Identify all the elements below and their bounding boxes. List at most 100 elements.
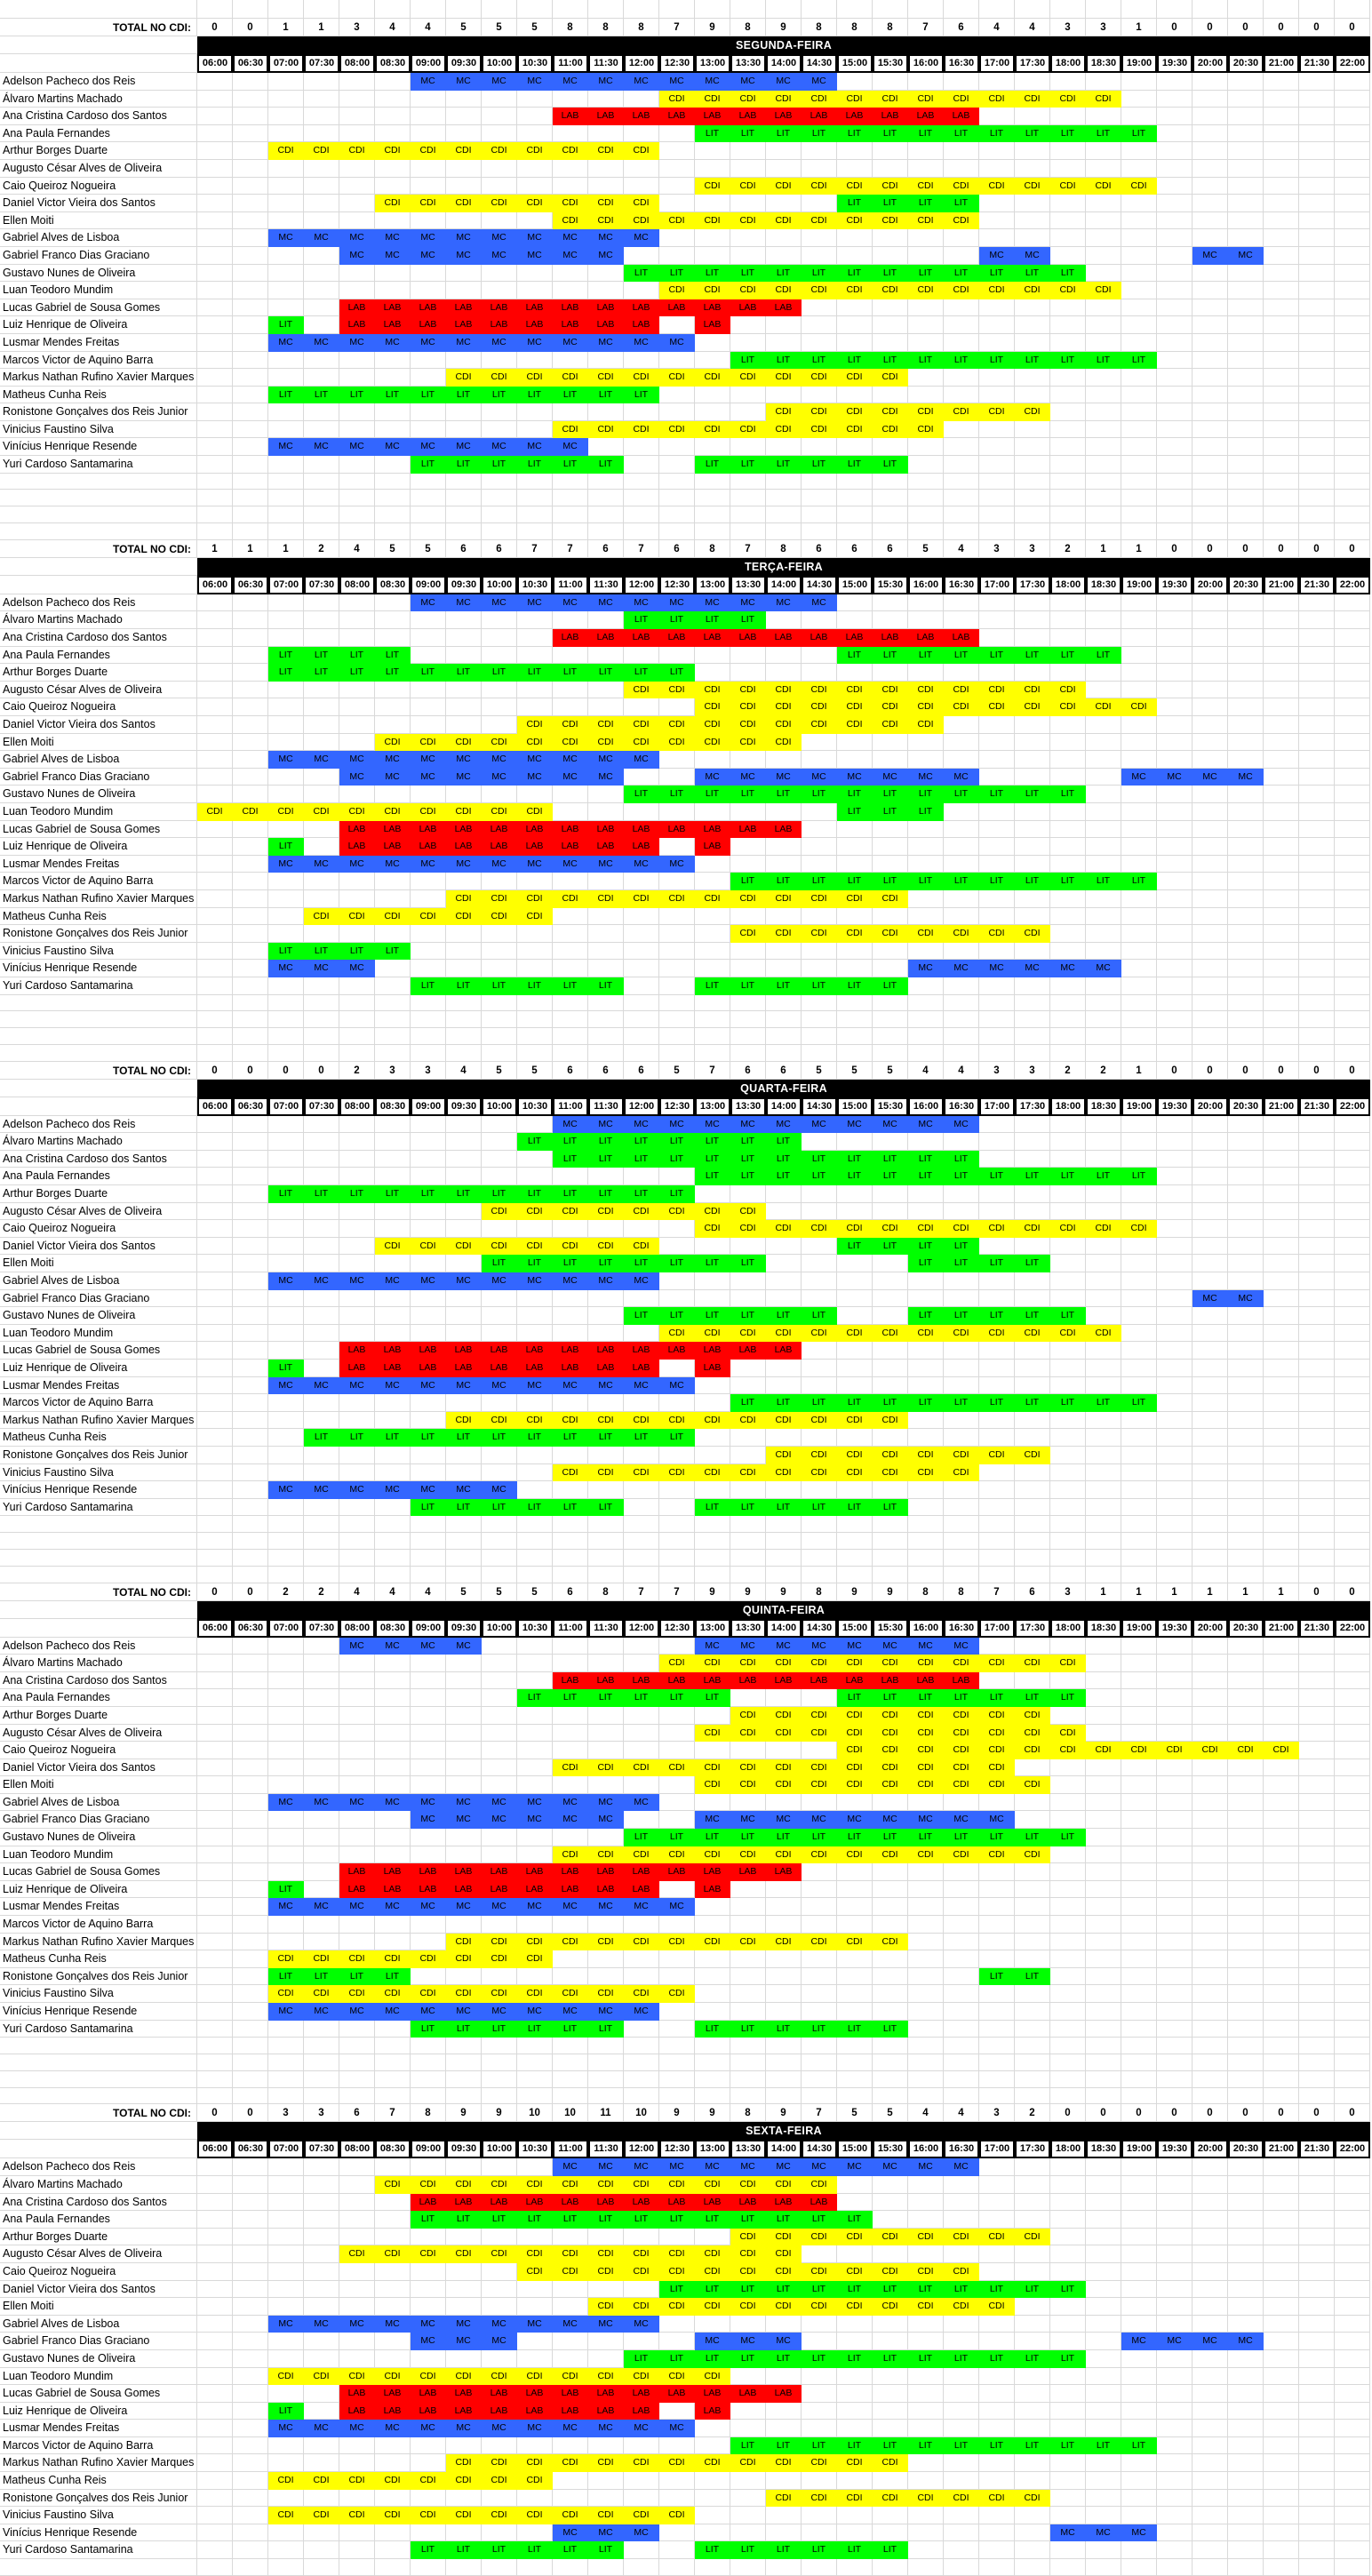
schedule-cell-cdi[interactable]: CDI [944,698,979,716]
empty-cell[interactable] [588,1011,624,1029]
schedule-cell-empty[interactable] [766,1202,802,1221]
schedule-cell-empty[interactable] [197,1446,233,1464]
schedule-cell-empty[interactable] [1264,1863,1299,1881]
schedule-cell-lit[interactable]: LIT [802,1829,837,1846]
schedule-cell-mc[interactable]: MC [659,1898,695,1917]
totals-value-cell[interactable]: 5 [517,19,553,36]
schedule-cell-empty[interactable] [1335,681,1370,699]
schedule-cell-empty[interactable] [624,1394,659,1412]
schedule-cell-empty[interactable] [802,751,837,769]
schedule-cell-cdi[interactable]: CDI [944,177,979,195]
schedule-cell-empty[interactable] [1157,960,1193,977]
schedule-cell-empty[interactable] [197,1481,233,1499]
schedule-cell-lit[interactable]: LIT [624,1689,659,1707]
schedule-cell-lit[interactable]: LIT [873,2020,908,2038]
schedule-cell-empty[interactable] [1193,1706,1228,1725]
schedule-cell-empty[interactable] [1121,1829,1157,1846]
schedule-cell-empty[interactable] [1086,2003,1121,2021]
schedule-cell-empty[interactable] [944,2333,979,2350]
time-header-cell[interactable]: 08:30 [375,575,411,594]
schedule-cell-empty[interactable] [873,299,908,317]
schedule-cell-cdi[interactable]: CDI [908,1220,944,1238]
schedule-cell-empty[interactable] [1264,420,1299,439]
totals-value-cell[interactable]: 1 [197,539,233,558]
person-name-cell[interactable]: Gustavo Nunes de Oliveira [0,786,197,803]
schedule-cell-lit[interactable]: LIT [944,1237,979,1256]
schedule-cell-empty[interactable] [766,159,802,178]
schedule-cell-empty[interactable] [837,2175,873,2194]
schedule-cell-empty[interactable] [1193,2436,1228,2455]
schedule-cell-empty[interactable] [304,2402,339,2420]
schedule-cell-lit[interactable]: LIT [766,1168,802,1186]
schedule-cell-mc[interactable]: MC [339,1376,375,1395]
schedule-cell-lit[interactable]: LIT [802,124,837,143]
schedule-cell-empty[interactable] [1050,977,1086,995]
empty-cell[interactable] [197,2559,233,2576]
schedule-cell-mc[interactable]: MC [766,594,802,612]
schedule-cell-lit[interactable]: LIT [766,2211,802,2229]
schedule-cell-lab[interactable]: LAB [446,820,482,839]
schedule-cell-empty[interactable] [375,1115,411,1134]
totals-value-cell[interactable]: 7 [624,1583,659,1601]
schedule-cell-cdi[interactable]: CDI [624,1237,659,1256]
schedule-cell-empty[interactable] [1299,282,1335,299]
schedule-cell-cdi[interactable]: CDI [482,1202,517,1221]
empty-name-cell[interactable] [0,490,197,507]
schedule-cell-empty[interactable] [837,2193,873,2212]
schedule-cell-empty[interactable] [873,2385,908,2403]
schedule-cell-empty[interactable] [375,2541,411,2560]
schedule-cell-empty[interactable] [517,2298,553,2316]
schedule-cell-empty[interactable] [944,2315,979,2333]
totals-value-cell[interactable]: 6 [659,539,695,558]
schedule-cell-empty[interactable] [1299,1759,1335,1777]
time-header-cell[interactable]: 17:00 [979,2140,1015,2159]
schedule-cell-empty[interactable] [1228,2175,1264,2194]
schedule-cell-empty[interactable] [1015,2020,1050,2038]
schedule-cell-mc[interactable]: MC [517,855,553,873]
schedule-cell-empty[interactable] [233,1880,268,1899]
schedule-cell-empty[interactable] [1086,2020,1121,2038]
schedule-cell-empty[interactable] [339,594,375,612]
empty-cell[interactable] [1050,2087,1086,2105]
schedule-cell-empty[interactable] [624,960,659,977]
schedule-cell-mc[interactable]: MC [446,1811,482,1830]
schedule-cell-empty[interactable] [908,229,944,247]
schedule-cell-cdi[interactable]: CDI [695,2454,730,2473]
schedule-cell-cdi[interactable]: CDI [837,889,873,908]
schedule-cell-empty[interactable] [482,420,517,439]
totals-value-cell[interactable]: 6 [339,2104,375,2123]
schedule-cell-empty[interactable] [197,2333,233,2350]
schedule-cell-empty[interactable] [233,925,268,943]
schedule-cell-cdi[interactable]: CDI [802,1655,837,1672]
schedule-cell-lab[interactable]: LAB [446,1863,482,1881]
empty-cell[interactable] [517,2038,553,2054]
empty-cell[interactable] [268,2087,304,2105]
schedule-cell-mc[interactable]: MC [304,1272,339,1290]
time-header-cell[interactable]: 19:30 [1157,54,1193,73]
schedule-cell-empty[interactable] [588,802,624,821]
schedule-cell-cdi[interactable]: CDI [944,282,979,299]
schedule-cell-empty[interactable] [1086,1916,1121,1934]
empty-cell[interactable] [873,0,908,19]
empty-cell[interactable] [624,1549,659,1567]
schedule-cell-empty[interactable] [1264,1324,1299,1343]
schedule-cell-empty[interactable] [944,73,979,91]
schedule-cell-lit[interactable]: LIT [1015,1307,1050,1325]
totals-value-cell[interactable]: 0 [1050,2104,1086,2123]
schedule-cell-lit[interactable]: LIT [517,1133,553,1151]
schedule-cell-empty[interactable] [802,838,837,856]
empty-cell[interactable] [411,506,446,524]
schedule-cell-empty[interactable] [588,1724,624,1743]
schedule-cell-empty[interactable] [1335,1846,1370,1864]
schedule-cell-empty[interactable] [1264,1916,1299,1934]
schedule-cell-cdi[interactable]: CDI [482,142,517,160]
empty-cell[interactable] [482,2087,517,2105]
schedule-cell-empty[interactable] [1157,2385,1193,2403]
schedule-cell-empty[interactable] [375,1829,411,1846]
schedule-cell-empty[interactable] [1335,2211,1370,2229]
empty-cell[interactable] [873,506,908,524]
schedule-cell-lit[interactable]: LIT [446,664,482,682]
schedule-cell-cdi[interactable]: CDI [339,1950,375,1968]
schedule-cell-empty[interactable] [233,646,268,665]
schedule-cell-lab[interactable]: LAB [695,1342,730,1360]
